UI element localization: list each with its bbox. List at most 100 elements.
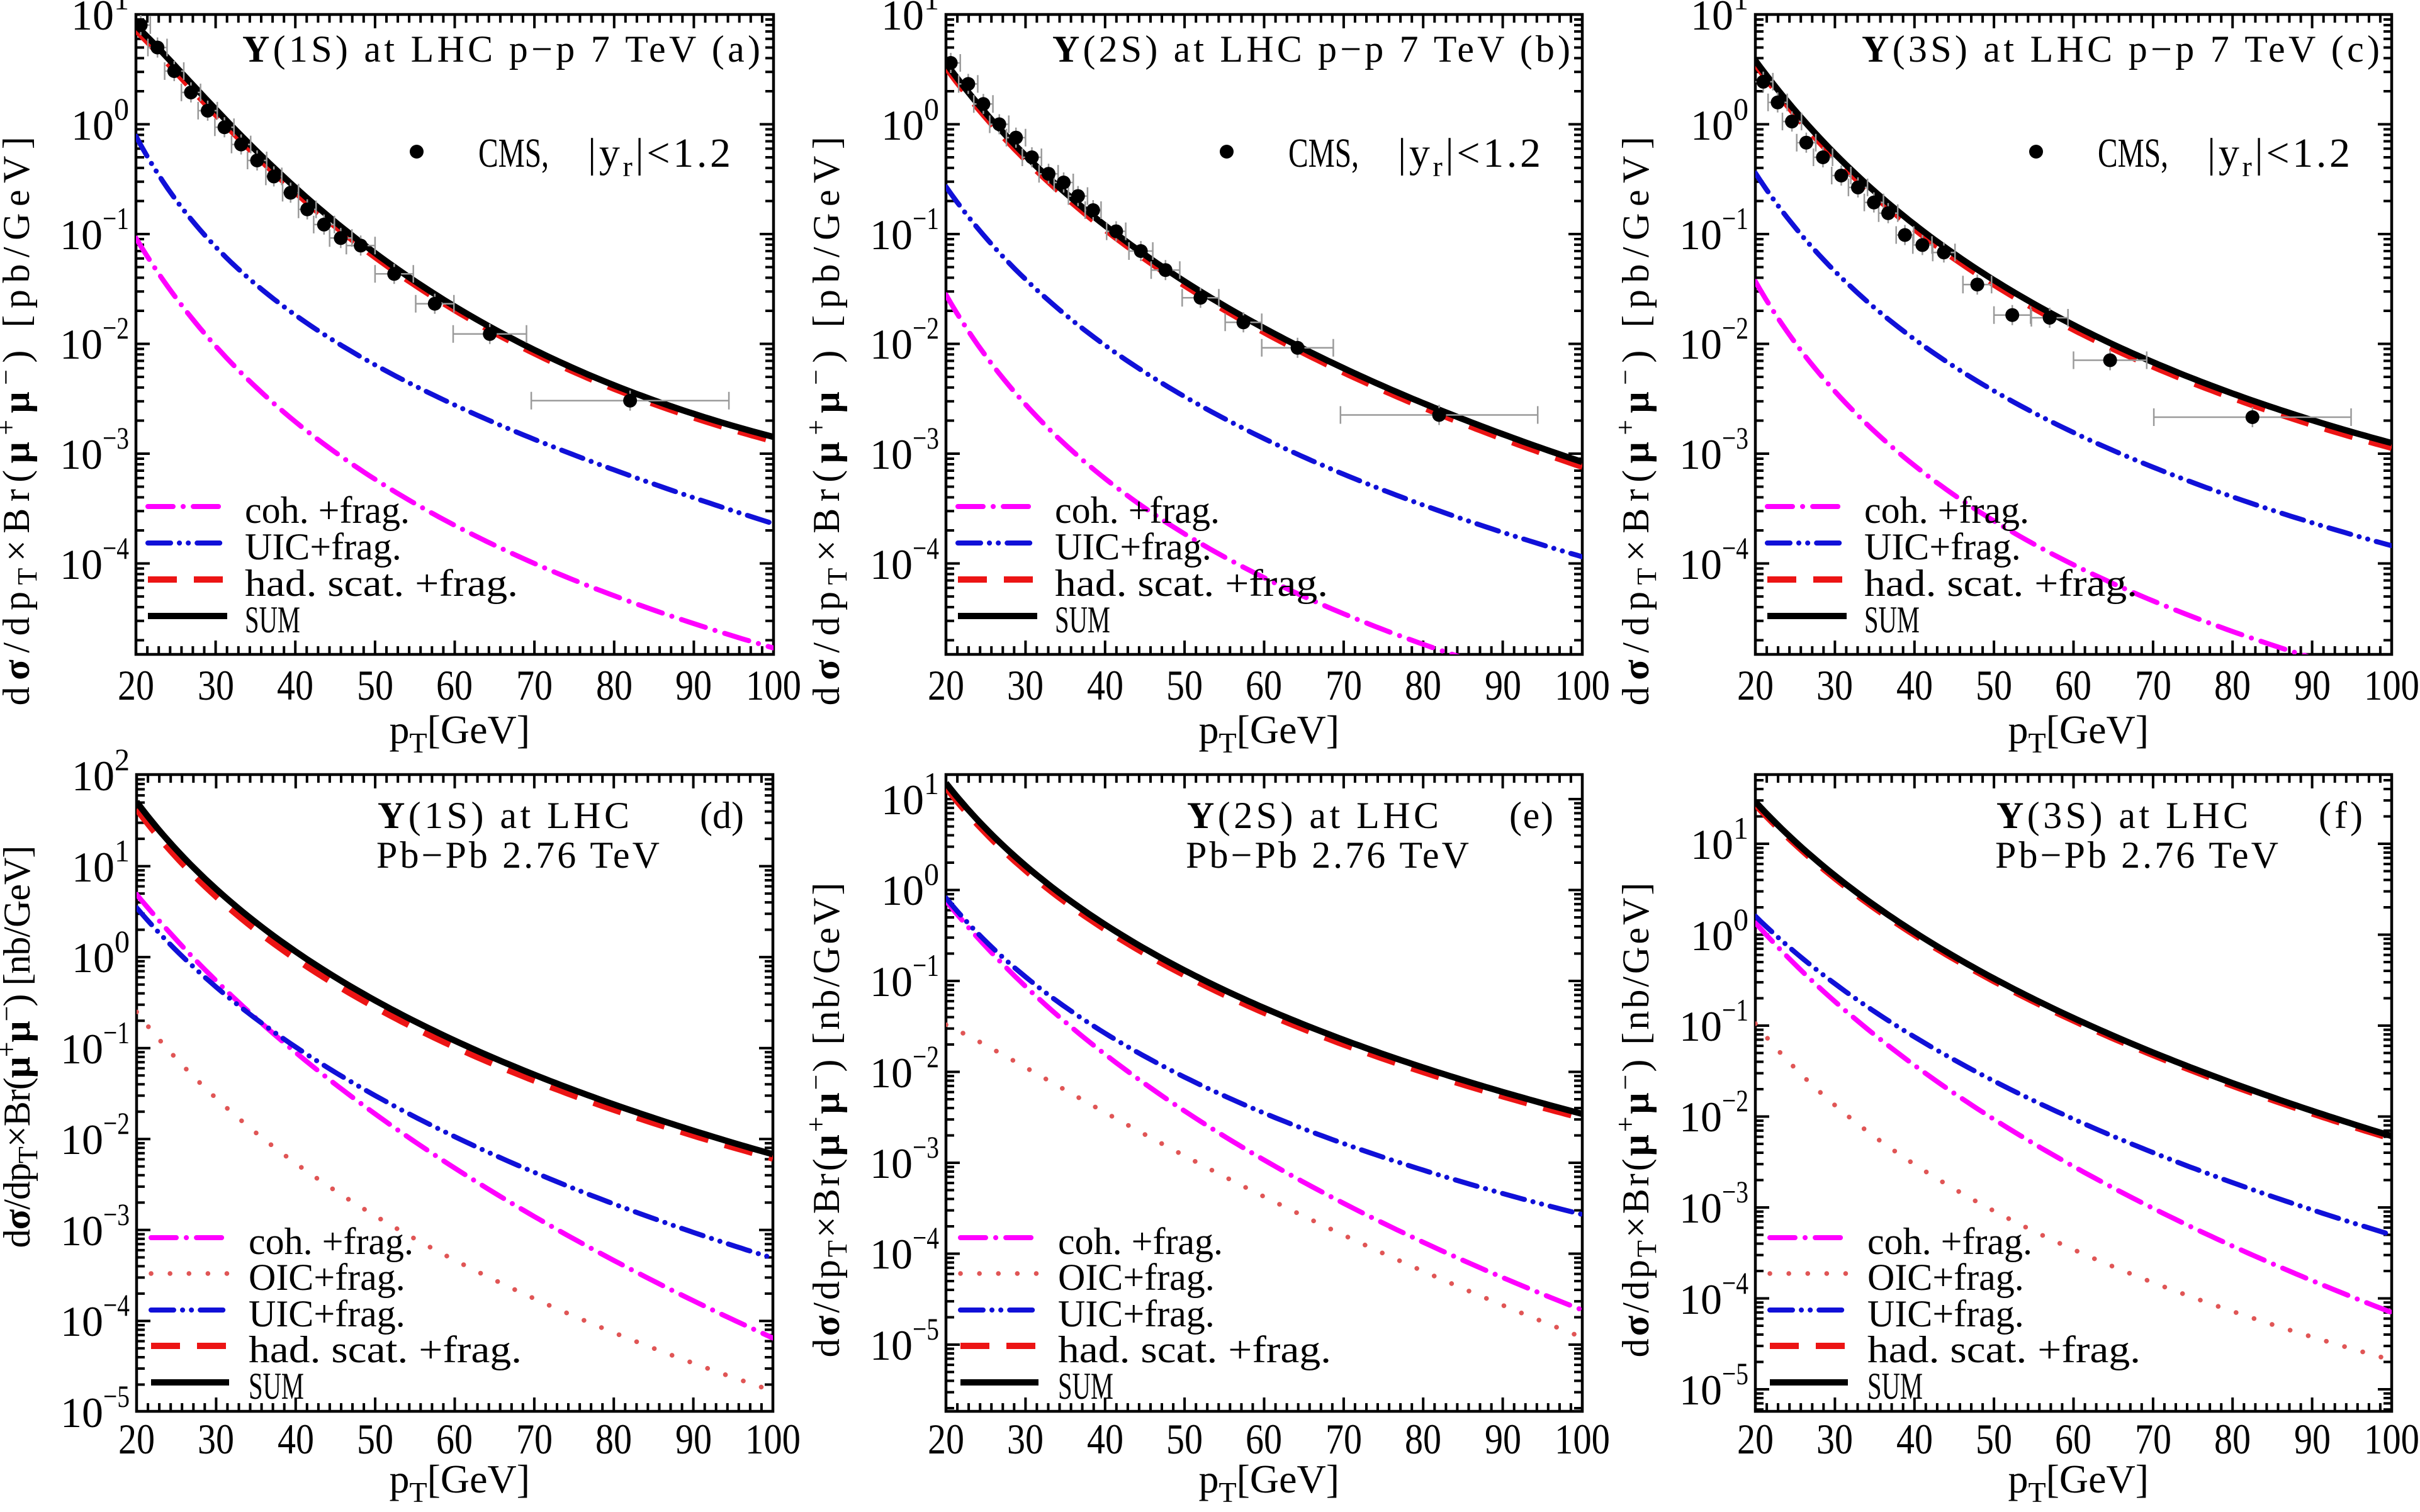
svg-text:10: 10	[60, 1297, 103, 1345]
svg-text:pT[GeV]: pT[GeV]	[390, 707, 531, 759]
svg-text:20: 20	[928, 661, 964, 709]
svg-text:40: 40	[1896, 1415, 1933, 1463]
svg-text:30: 30	[1816, 661, 1853, 709]
svg-text:coh. +frag.: coh. +frag.	[1864, 490, 2029, 531]
svg-text:coh. +frag.: coh. +frag.	[1867, 1221, 2032, 1262]
svg-text:−3: −3	[913, 1129, 939, 1165]
svg-text:10: 10	[881, 866, 924, 914]
svg-text:CMS,: CMS,	[1288, 130, 1359, 176]
svg-text:0: 0	[114, 91, 129, 126]
svg-text:10: 10	[1679, 1002, 1722, 1050]
svg-text:70: 70	[1325, 661, 1362, 709]
svg-text:10: 10	[1691, 101, 1733, 149]
svg-text:2: 2	[115, 742, 130, 777]
svg-text:−2: −2	[1722, 1083, 1748, 1118]
svg-text:70: 70	[516, 661, 553, 709]
svg-text:10: 10	[60, 320, 103, 368]
svg-text:−4: −4	[1722, 1265, 1748, 1301]
svg-text:had. scat. +frag.: had. scat. +frag.	[245, 563, 518, 604]
svg-text:−5: −5	[103, 1379, 130, 1414]
svg-text:1: 1	[924, 766, 939, 801]
svg-text:(f): (f)	[2319, 795, 2363, 836]
svg-text:−4: −4	[913, 530, 939, 566]
svg-text:(d): (d)	[700, 795, 744, 836]
svg-text:SUM: SUM	[1058, 1365, 1113, 1407]
svg-text:10: 10	[870, 1049, 913, 1097]
svg-text:UIC+frag.: UIC+frag.	[1058, 1293, 1215, 1335]
svg-text:10: 10	[1679, 1366, 1722, 1414]
svg-text:10: 10	[60, 1207, 103, 1255]
svg-text:had. scat. +frag.: had. scat. +frag.	[1058, 1329, 1331, 1370]
svg-text:had. scat. +frag.: had. scat. +frag.	[1055, 563, 1328, 604]
svg-text:90: 90	[1485, 1415, 1521, 1463]
svg-text:10: 10	[72, 934, 115, 982]
svg-text:pT[GeV]: pT[GeV]	[2008, 1457, 2149, 1508]
svg-text:Υ(2S) at LHC: Υ(2S) at LHC	[1187, 795, 1439, 836]
svg-text:−4: −4	[103, 530, 129, 566]
svg-text:10: 10	[1691, 912, 1733, 960]
svg-text:10: 10	[1679, 1093, 1722, 1141]
svg-text:|yr|<1.2: |y r|<1.2	[2207, 130, 2350, 182]
svg-text:10: 10	[72, 843, 115, 891]
svg-text:Υ(2S) at LHC p−p 7 TeV (b): Υ(2S) at LHC p−p 7 TeV (b)	[1052, 28, 1570, 70]
svg-text:−2: −2	[913, 1039, 939, 1074]
svg-text:30: 30	[1816, 1415, 1853, 1463]
svg-text:10: 10	[60, 1116, 103, 1163]
svg-text:−4: −4	[1722, 530, 1748, 566]
svg-text:100: 100	[2364, 661, 2419, 709]
svg-text:−2: −2	[103, 310, 129, 345]
svg-text:10: 10	[72, 752, 115, 800]
svg-text:30: 30	[1007, 661, 1044, 709]
svg-text:90: 90	[1485, 661, 1521, 709]
svg-text:80: 80	[1405, 661, 1441, 709]
svg-text:−3: −3	[1722, 1174, 1748, 1209]
svg-text:10: 10	[1679, 1275, 1722, 1323]
svg-text:10: 10	[1679, 1184, 1722, 1232]
svg-text:70: 70	[2135, 661, 2171, 709]
svg-text:40: 40	[278, 1415, 314, 1463]
svg-text:1: 1	[114, 0, 129, 16]
svg-text:60: 60	[436, 661, 473, 709]
svg-text:−3: −3	[103, 1197, 130, 1232]
svg-text:10: 10	[71, 0, 114, 39]
svg-text:30: 30	[198, 661, 234, 709]
svg-text:had. scat. +frag.: had. scat. +frag.	[1864, 563, 2137, 604]
svg-text:UIC+frag.: UIC+frag.	[1864, 526, 2021, 568]
svg-text:20: 20	[118, 1415, 155, 1463]
svg-text:CMS,: CMS,	[2098, 130, 2168, 176]
svg-text:10: 10	[881, 776, 924, 824]
svg-text:10: 10	[870, 1140, 913, 1187]
svg-text:coh. +frag.: coh. +frag.	[1055, 490, 1220, 531]
svg-text:CMS,: CMS,	[478, 130, 549, 176]
svg-text:10: 10	[870, 540, 913, 588]
svg-text:OIC+frag.: OIC+frag.	[1867, 1257, 2024, 1298]
svg-text:100: 100	[2364, 1415, 2419, 1463]
svg-text:−2: −2	[1722, 310, 1748, 345]
svg-text:60: 60	[1246, 1415, 1282, 1463]
svg-text:coh. +frag.: coh. +frag.	[249, 1221, 414, 1262]
svg-text:Υ(1S) at LHC p−p 7 TeV (a): Υ(1S) at LHC p−p 7 TeV (a)	[242, 28, 760, 70]
svg-text:100: 100	[745, 1415, 801, 1463]
svg-text:50: 50	[1166, 661, 1203, 709]
svg-text:1: 1	[1733, 810, 1748, 846]
svg-text:|yr|<1.2: |y r|<1.2	[1398, 130, 1541, 182]
svg-text:10: 10	[1679, 540, 1722, 588]
svg-text:UIC+frag.: UIC+frag.	[245, 526, 402, 568]
svg-text:10: 10	[71, 101, 114, 149]
svg-text:−3: −3	[913, 420, 939, 456]
svg-text:0: 0	[1733, 91, 1748, 126]
svg-text:10: 10	[1691, 0, 1733, 39]
svg-text:10: 10	[870, 430, 913, 478]
svg-text:−1: −1	[1722, 992, 1748, 1028]
svg-text:10: 10	[870, 1230, 913, 1278]
svg-text:70: 70	[1325, 1415, 1362, 1463]
svg-text:−5: −5	[1722, 1356, 1748, 1391]
svg-text:30: 30	[1007, 1415, 1044, 1463]
svg-text:−3: −3	[103, 420, 129, 456]
svg-text:1: 1	[115, 833, 130, 868]
svg-text:−2: −2	[913, 310, 939, 345]
svg-text:10: 10	[881, 0, 924, 39]
svg-text:pT[GeV]: pT[GeV]	[1199, 1457, 1340, 1508]
svg-text:−4: −4	[103, 1287, 130, 1323]
svg-text:50: 50	[1976, 661, 2012, 709]
